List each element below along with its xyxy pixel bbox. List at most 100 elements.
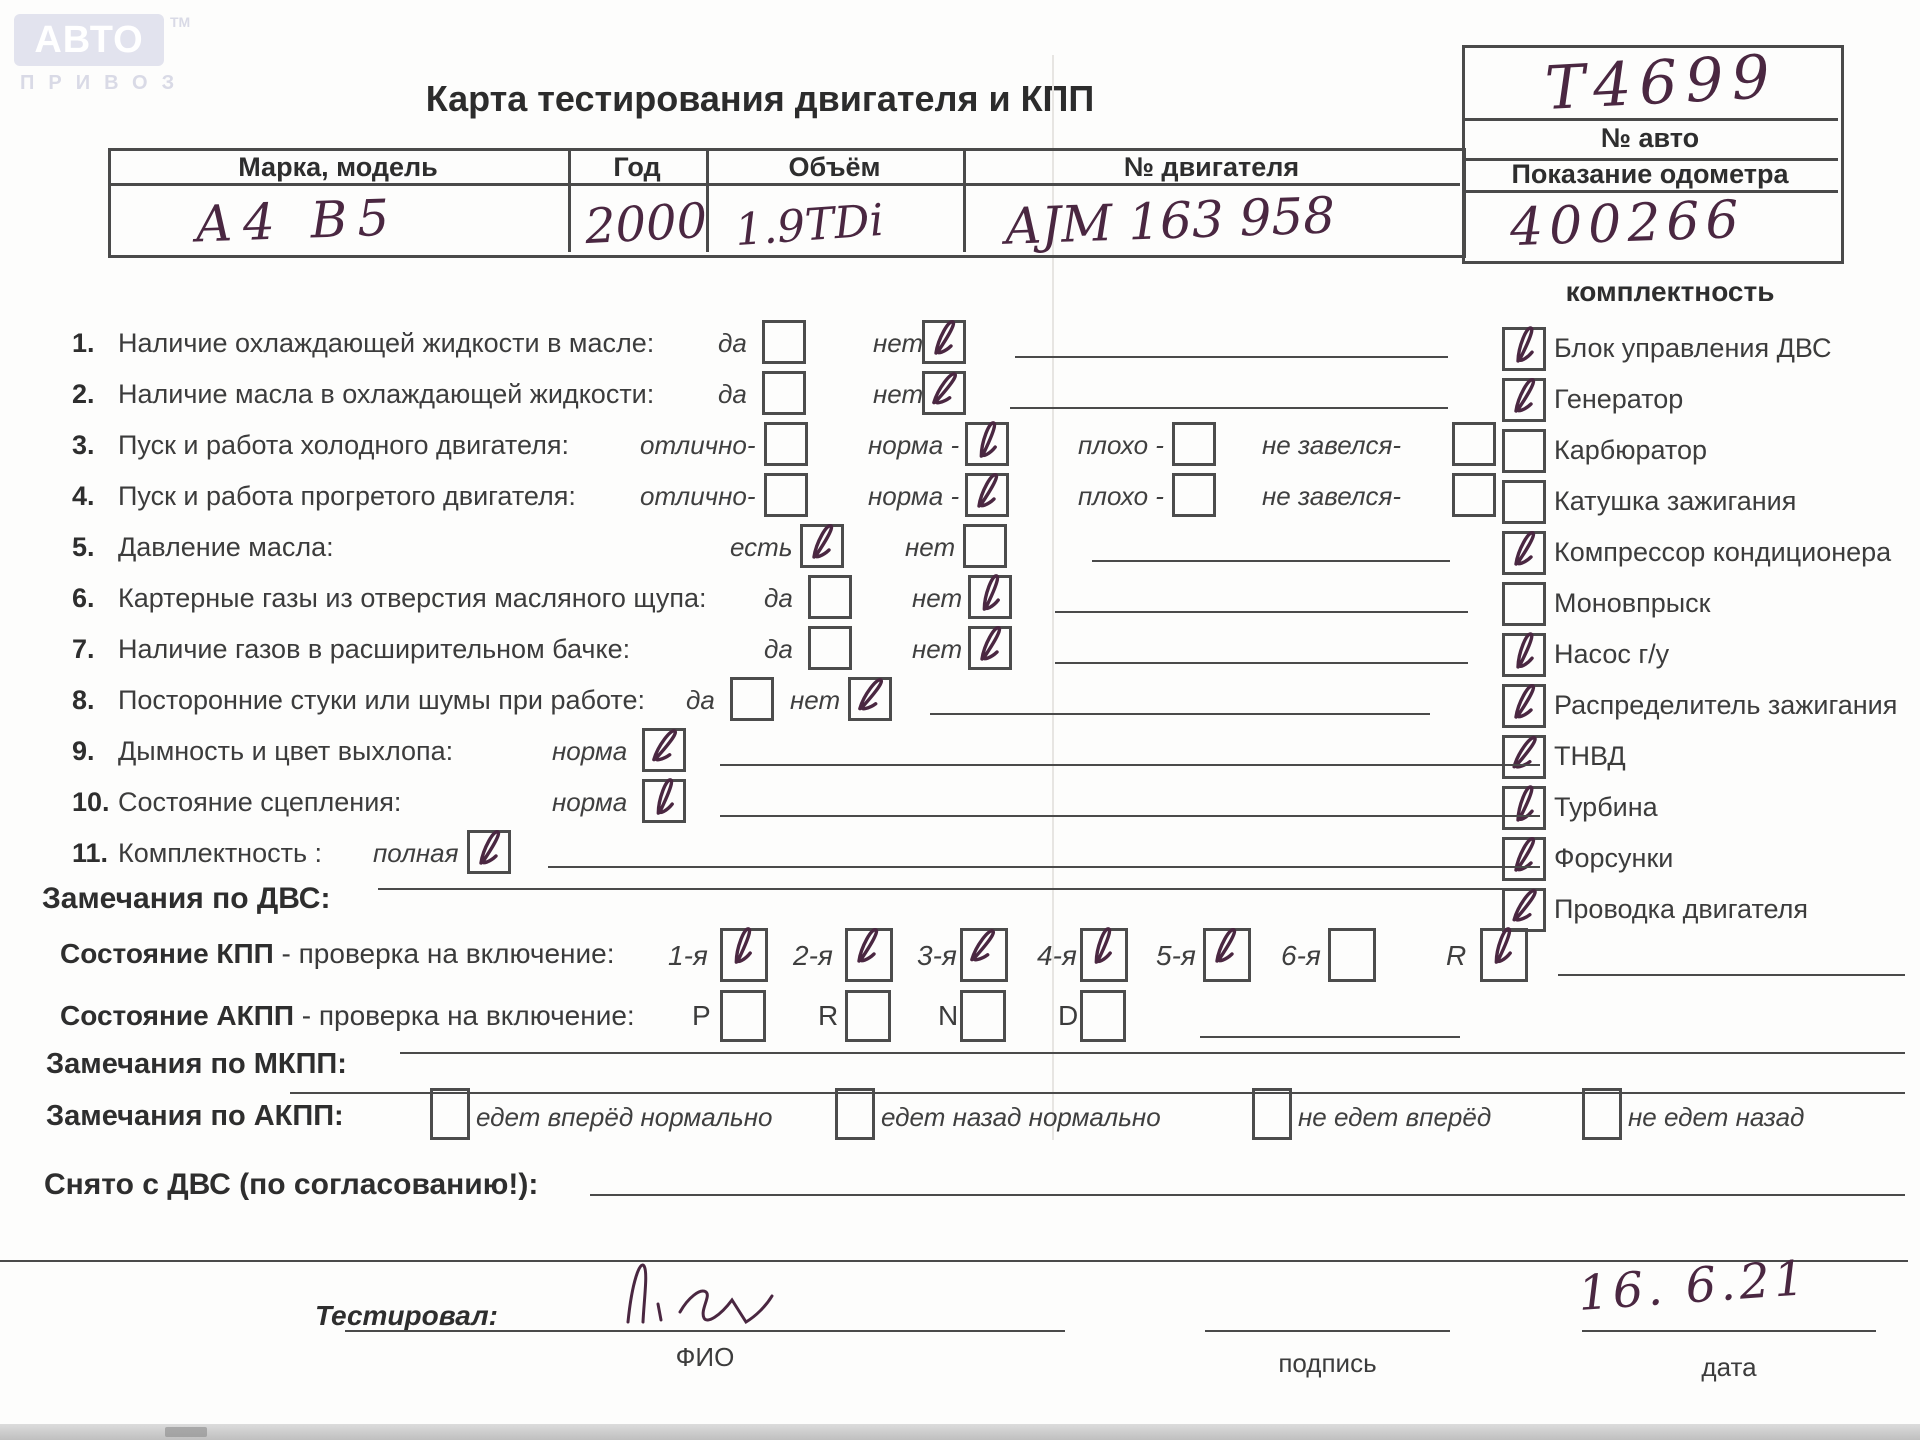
equipment-label: ТНВД <box>1554 741 1626 771</box>
check-comment-line[interactable] <box>1092 560 1450 562</box>
equipment-checkbox-0[interactable] <box>1502 326 1546 371</box>
akpp-remarks-line[interactable] <box>1200 1036 1460 1038</box>
kpp-remarks-line[interactable] <box>1558 974 1905 976</box>
akpp-remark-0-checkbox[interactable] <box>430 1088 470 1140</box>
check-7-option-1-checkbox[interactable] <box>968 626 1012 670</box>
signature-line[interactable] <box>1205 1330 1450 1332</box>
check-comment-line[interactable] <box>720 815 1540 817</box>
akpp-position-label: N <box>938 1000 959 1031</box>
check-3-option-0-checkbox[interactable] <box>764 422 808 466</box>
equipment-checkbox-7[interactable] <box>1502 684 1546 728</box>
akpp-state-label: Состояние АКПП - проверка на включение: <box>60 1000 635 1032</box>
check-2-option-1-checkbox[interactable] <box>922 371 966 415</box>
check-mark-icon <box>812 524 834 559</box>
check-8-option-0-checkbox[interactable] <box>730 677 774 721</box>
check-comment-line[interactable] <box>930 713 1430 715</box>
check-3-option-2-checkbox[interactable] <box>1172 422 1216 466</box>
check-option-label: плохо - <box>1078 430 1164 460</box>
akpp-remark-1-checkbox[interactable] <box>835 1088 875 1140</box>
check-option-label: нет <box>873 379 924 409</box>
kpp-gear-5-я-checkbox[interactable] <box>1203 928 1251 982</box>
check-option-label: да <box>718 328 747 358</box>
removed-from-engine-label: Снято с ДВС (по согласованию!): <box>44 1168 539 1201</box>
check-comment-line[interactable] <box>1015 356 1448 358</box>
check-6-option-1-checkbox[interactable] <box>968 574 1012 619</box>
check-item-label: Наличие охлаждающей жидкости в масле: <box>118 328 655 358</box>
check-7-option-0-checkbox[interactable] <box>808 626 852 670</box>
check-1-option-0-checkbox[interactable] <box>762 320 806 364</box>
check-5-option-0-checkbox[interactable] <box>800 524 844 568</box>
check-2-option-0-checkbox[interactable] <box>762 371 806 415</box>
mkpp-remarks-line-1[interactable] <box>400 1052 1905 1054</box>
check-4-option-2-checkbox[interactable] <box>1172 473 1216 517</box>
check-option-label: нет <box>790 685 841 715</box>
check-mark-icon <box>1512 736 1537 769</box>
akpp-remark-2-checkbox[interactable] <box>1252 1088 1292 1140</box>
dvs-remarks-line[interactable] <box>378 888 1540 890</box>
check-comment-line[interactable] <box>1055 611 1468 613</box>
equipment-label: Карбюратор <box>1554 435 1708 465</box>
kpp-gear-R-checkbox[interactable] <box>1480 927 1528 982</box>
equipment-checkbox-3[interactable] <box>1502 480 1546 524</box>
check-8-option-1-checkbox[interactable] <box>848 677 892 721</box>
check-10-option-0-checkbox[interactable] <box>642 778 686 823</box>
check-option-label: нет <box>905 532 956 562</box>
check-4-option-1-checkbox[interactable] <box>965 473 1009 517</box>
check-4-option-3-checkbox[interactable] <box>1452 473 1496 517</box>
check-item-number: 3. <box>72 430 95 460</box>
kpp-gear-1-я-checkbox[interactable] <box>720 927 768 982</box>
date-line[interactable] <box>1582 1330 1876 1332</box>
check-mark-icon <box>1516 326 1534 363</box>
akpp-position-N-checkbox[interactable] <box>960 990 1006 1042</box>
equipment-checkbox-2[interactable] <box>1502 429 1546 473</box>
check-comment-line[interactable] <box>1010 407 1448 409</box>
col-year: Год <box>613 152 661 182</box>
akpp-position-R-checkbox[interactable] <box>845 990 891 1042</box>
mkpp-remarks-line-2[interactable] <box>290 1092 1905 1094</box>
check-3-option-3-checkbox[interactable] <box>1452 422 1496 466</box>
check-1-option-1-checkbox[interactable] <box>922 320 966 364</box>
check-item-label: Давление масла: <box>118 532 334 562</box>
equipment-checkbox-8[interactable] <box>1502 735 1546 779</box>
check-11-option-0-checkbox[interactable] <box>467 830 511 874</box>
kpp-state-label-rest: - проверка на включение: <box>273 938 615 969</box>
akpp-remark-3-checkbox[interactable] <box>1582 1088 1622 1140</box>
check-4-option-0-checkbox[interactable] <box>764 473 808 517</box>
equipment-checkbox-10[interactable] <box>1502 837 1546 881</box>
page-title: Карта тестирования двигателя и КПП <box>425 78 1095 119</box>
check-mark-icon <box>1514 378 1536 413</box>
dvs-remarks-label: Замечания по ДВС: <box>42 882 331 915</box>
check-option-label: норма - <box>868 481 960 511</box>
akpp-position-P-checkbox[interactable] <box>720 990 766 1042</box>
scan-smudge <box>165 1427 207 1437</box>
equipment-checkbox-1[interactable] <box>1502 378 1546 422</box>
check-3-option-1-checkbox[interactable] <box>965 421 1009 466</box>
check-item-label: Состояние сцепления: <box>118 787 402 817</box>
check-option-label: норма <box>552 736 628 766</box>
equipment-checkbox-5[interactable] <box>1502 582 1546 626</box>
footer-separator-line <box>0 1260 1908 1262</box>
check-6-option-0-checkbox[interactable] <box>808 575 852 619</box>
check-comment-line[interactable] <box>1055 662 1468 664</box>
kpp-gear-4-я-checkbox[interactable] <box>1080 927 1128 982</box>
check-item-number: 9. <box>72 736 95 766</box>
akpp-position-D-checkbox[interactable] <box>1080 990 1126 1042</box>
equipment-label: Проводка двигателя <box>1554 894 1808 924</box>
check-5-option-1-checkbox[interactable] <box>963 524 1007 568</box>
equipment-checkbox-9[interactable] <box>1502 785 1546 830</box>
check-option-label: нет <box>873 328 924 358</box>
equipment-label: Компрессор кондиционера <box>1554 537 1892 567</box>
fio-line[interactable] <box>345 1330 1065 1332</box>
check-comment-line[interactable] <box>548 866 1540 868</box>
removed-from-engine-line[interactable] <box>590 1194 1905 1196</box>
check-9-option-0-checkbox[interactable] <box>642 728 686 772</box>
kpp-state-label-bold: Состояние КПП <box>60 938 274 969</box>
check-comment-line[interactable] <box>720 764 1540 766</box>
equipment-checkbox-4[interactable] <box>1502 531 1546 575</box>
equipment-checkbox-11[interactable] <box>1502 888 1546 932</box>
kpp-gear-2-я-checkbox[interactable] <box>845 928 893 982</box>
equipment-checkbox-6[interactable] <box>1502 632 1546 677</box>
kpp-gear-3-я-checkbox[interactable] <box>960 928 1008 982</box>
kpp-gear-6-я-checkbox[interactable] <box>1328 928 1376 982</box>
